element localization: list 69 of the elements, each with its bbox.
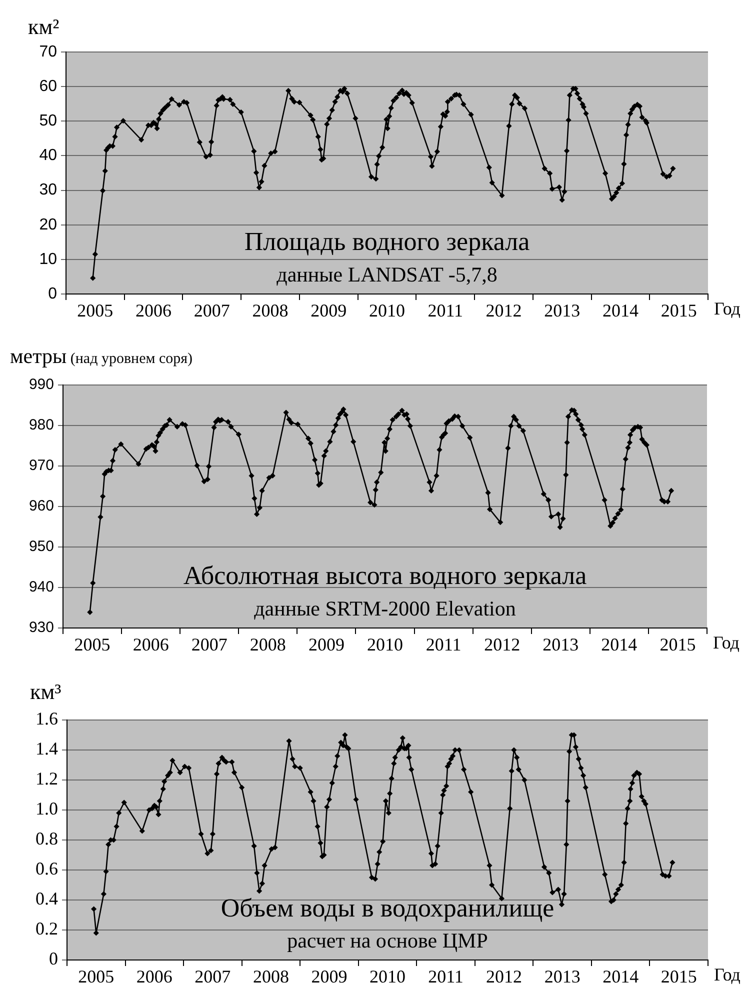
y-tick-label: 60 [39,78,58,95]
text: Объем воды в водохранилище [220,893,554,922]
x-tick-label: 2015 [660,300,697,321]
y-tick-label: 10 [39,250,58,268]
y-tick-label: 1.2 [36,768,58,789]
x-tick-label: 2013 [544,966,580,985]
x-tick-label: 2005 [77,300,114,321]
x-tick-label: 2006 [136,300,172,321]
x-tick-label: 2008 [252,300,288,321]
x-tick-label: 2014 [602,300,638,321]
x-tick-label: 2013 [544,300,580,321]
y-tick-label: 0.4 [36,888,58,909]
x-tick-label: 2006 [132,634,169,655]
y-tick-label: 970 [28,457,54,474]
y-tick-label: 0.8 [36,828,58,849]
y-tick-label: 20 [39,216,58,234]
x-tick-label: 2014 [601,634,638,655]
text: Площадь водного зеркала [244,227,530,256]
y-tick-label: 0.6 [36,858,58,879]
y-tick-label: 40 [39,147,58,164]
x-tick-label: 2011 [426,634,462,655]
x-tick-label: 2007 [194,966,231,985]
y-tick-label: 1.0 [36,798,58,819]
x-axis-title: Год [713,632,740,653]
x-tick-label: 2011 [428,966,464,985]
x-tick-label: 2012 [484,634,520,655]
x-tick-label: 2008 [250,634,286,655]
y-tick-label: 960 [28,498,54,515]
x-tick-label: 2009 [310,300,347,321]
y-axis-title: метры (над уровнем соря) [10,344,193,368]
y-tick-label: 930 [28,619,54,636]
x-axis-title: Год [714,964,740,985]
annotation: данные SRTM-2000 Elevation [254,596,516,620]
annotation: данные LANDSAT -5,7,8 [276,262,498,286]
y-tick-label: 0.2 [36,918,58,939]
y-tick-label: 1.6 [36,708,58,729]
x-tick-label: 2007 [194,300,230,321]
x-tick-label: 2007 [191,634,228,655]
x-tick-label: 2009 [311,966,348,985]
x-tick-label: 2005 [78,966,114,985]
text: Абсолютная высота водного зеркала [183,560,588,590]
y-axis-title: км² [28,14,60,39]
y-tick-label: 0 [48,285,58,302]
x-tick-label: 2012 [486,300,522,321]
x-tick-label: 2015 [660,634,696,655]
x-tick-label: 2015 [660,966,697,985]
y-tick-label: 990 [28,376,54,394]
x-tick-label: 2005 [74,634,110,655]
x-tick-label: 2010 [370,966,406,985]
x-tick-label: 2006 [136,966,172,985]
y-tick-label: 50 [39,112,58,130]
x-tick-label: 2009 [308,634,344,655]
x-tick-label: 2008 [252,966,289,985]
x-tick-label: 2013 [542,634,579,655]
x-axis-title: Год [714,298,740,319]
y-tick-label: 980 [28,416,54,434]
y-tick-label: 0 [49,948,58,969]
y-tick-label: 950 [28,538,54,556]
x-tick-label: 2010 [369,300,405,321]
x-tick-label: 2010 [367,634,403,655]
annotation: расчет на основе ЦМР [287,928,488,953]
y-axis-title: км³ [30,679,62,704]
x-tick-label: 2012 [486,966,522,985]
x-tick-label: 2011 [428,300,464,321]
y-tick-label: 940 [28,578,54,596]
y-tick-label: 30 [39,182,58,199]
y-tick-label: 70 [39,43,58,60]
y-tick-label: 1.4 [36,738,58,759]
x-tick-label: 2014 [602,966,639,985]
